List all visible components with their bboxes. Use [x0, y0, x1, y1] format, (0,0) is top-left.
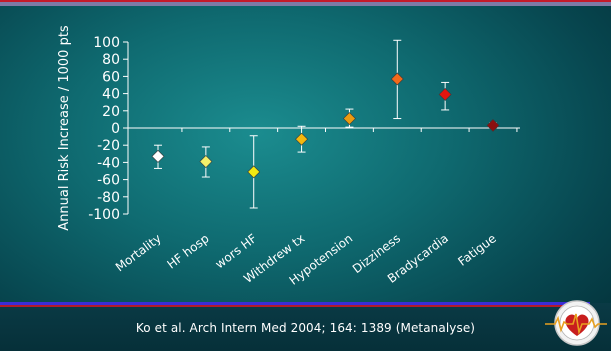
- x-category-label: Mortality: [113, 231, 164, 274]
- x-category-label: HF hosp: [164, 231, 211, 271]
- point-marker: [295, 132, 308, 146]
- data-point: [151, 144, 165, 169]
- y-tick-label: -40: [97, 155, 120, 171]
- footer-rule: [0, 302, 590, 307]
- data-point: [199, 146, 213, 178]
- heart-ecg-logo-icon: [545, 300, 607, 346]
- data-point: [247, 135, 261, 209]
- y-tick-label: -20: [97, 138, 120, 154]
- y-tick-label: 0: [111, 121, 120, 137]
- point-marker: [438, 88, 452, 101]
- data-point: [438, 81, 452, 111]
- chart-marks: [151, 39, 500, 209]
- y-tick-label: -100: [88, 207, 120, 223]
- x-category-label: Fatigue: [455, 231, 498, 269]
- x-axis: [128, 127, 520, 132]
- point-marker: [486, 118, 500, 132]
- y-tick-label: -60: [97, 173, 120, 189]
- y-tick-label: 40: [102, 87, 120, 103]
- point-marker: [390, 72, 404, 86]
- point-marker: [199, 155, 213, 168]
- y-tick-label: 100: [93, 35, 120, 51]
- point-marker: [247, 165, 261, 179]
- footer-band: [0, 303, 611, 351]
- y-tick-label: 60: [102, 69, 120, 85]
- point-marker: [151, 149, 165, 163]
- data-point: [343, 108, 356, 128]
- y-axis-label: Annual Risk Increase / 1000 pts: [57, 25, 72, 231]
- y-tick-label: -80: [97, 190, 120, 206]
- data-point: [486, 118, 500, 132]
- y-tick-label: 80: [102, 52, 120, 68]
- data-point: [390, 39, 404, 120]
- y-tick-label: 20: [102, 104, 120, 120]
- citation: Ko et al. Arch Intern Med 2004; 164: 138…: [135, 321, 476, 335]
- point-marker: [343, 112, 356, 125]
- data-point: [295, 125, 308, 153]
- top-rule: [0, 0, 611, 6]
